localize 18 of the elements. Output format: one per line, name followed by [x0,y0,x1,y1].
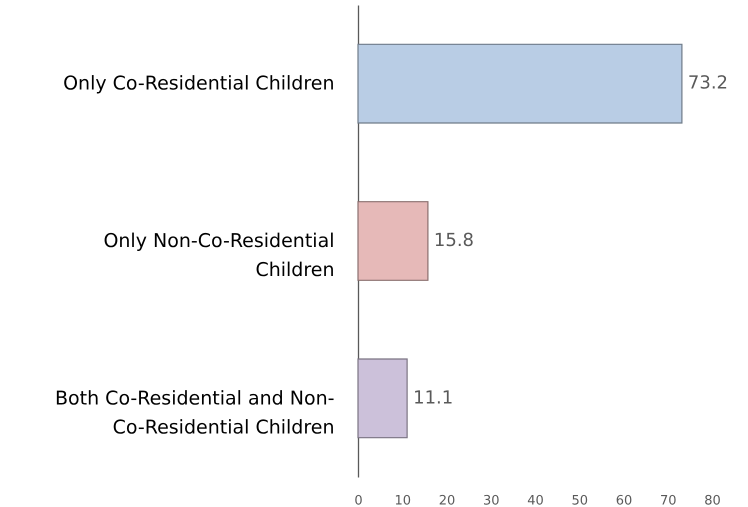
data-label: 15.8 [434,230,474,251]
x-tick-label: 80 [704,494,721,507]
x-tick-label: 20 [438,494,456,507]
x-tick-label: 10 [394,494,412,507]
bar [357,201,429,281]
data-label: 73.2 [688,72,728,94]
bar [357,358,408,438]
y-tick-label: Both Co-Residential and Non-Co-Residential Children [54,387,334,438]
x-tick-label: 50 [571,494,588,507]
x-tick-label: 60 [616,494,632,507]
x-tick-label: 30 [482,494,500,507]
x-tick-label: 40 [527,494,544,507]
y-tick-label: Only Co-Residential Children [63,72,334,95]
data-label: 11.1 [413,387,454,408]
bar [357,44,683,124]
y-tick-label: Only Non-Co-Residential Children [103,230,334,281]
x-tick-label: 0 [354,494,363,507]
x-tick-label: 70 [660,494,677,507]
